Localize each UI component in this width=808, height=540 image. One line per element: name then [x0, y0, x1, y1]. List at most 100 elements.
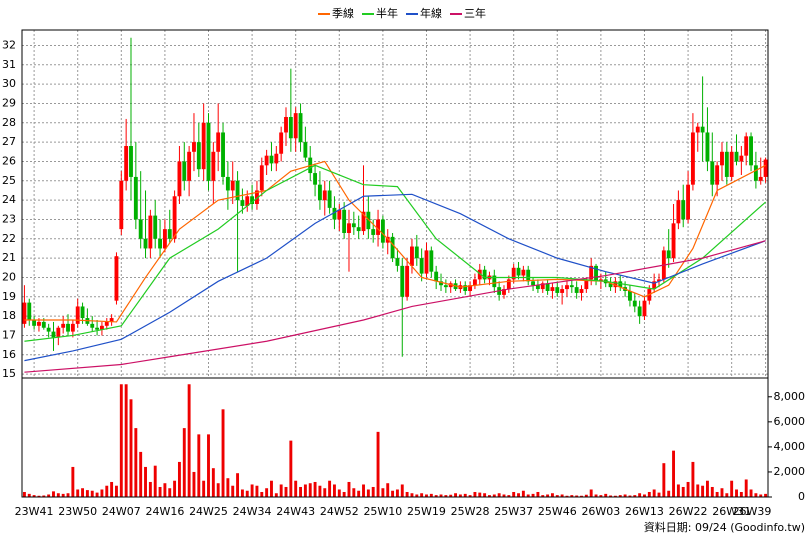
volume-bar: [27, 493, 31, 497]
volume-bar: [182, 428, 186, 497]
candle-body: [250, 196, 255, 204]
volume-bar: [260, 491, 264, 497]
candle-body: [153, 215, 158, 239]
candle-body: [506, 279, 511, 290]
candle-body: [313, 173, 318, 185]
candle-body: [46, 327, 51, 332]
volume-bar: [613, 495, 617, 497]
volume-bar: [604, 493, 608, 497]
volume-bar: [546, 494, 550, 497]
candle-body: [133, 176, 138, 220]
legend-label: 季線: [332, 6, 354, 20]
volume-bar: [32, 495, 36, 497]
volume-bar: [589, 489, 593, 497]
volume-bar: [580, 495, 583, 497]
volume-bar: [177, 461, 181, 497]
volume-bar: [134, 428, 138, 497]
volume-bar: [119, 384, 123, 497]
candle-body: [720, 151, 724, 166]
volume-bar: [468, 495, 472, 497]
candle-body: [332, 207, 337, 220]
volume-bar: [696, 484, 700, 497]
y-tick-label: 21: [2, 251, 16, 264]
volume-bar: [284, 486, 288, 497]
volume-bar: [100, 489, 104, 497]
candle-body: [99, 325, 104, 330]
volume-bar: [197, 434, 201, 497]
volume-bar: [139, 451, 143, 497]
volume-bar: [192, 471, 196, 497]
candle-body: [463, 285, 468, 291]
volume-bar: [362, 484, 365, 497]
candle-body: [245, 196, 250, 206]
y-tick-label: 18: [2, 309, 16, 322]
volume-bar: [526, 494, 530, 497]
candle-body: [279, 132, 284, 154]
candle-body: [690, 132, 695, 185]
y-tick-label: 17: [2, 328, 16, 341]
candle-body: [129, 146, 133, 177]
candle-body: [472, 279, 477, 286]
candle-body: [327, 190, 332, 208]
volume-bar: [226, 478, 230, 497]
volume-bar: [725, 493, 729, 497]
volume-bar: [686, 481, 690, 497]
volume-bar: [294, 480, 298, 497]
candle-body: [138, 219, 143, 239]
volume-bar: [439, 494, 443, 497]
y-tick-label: 26: [2, 154, 16, 167]
volume-bar: [47, 494, 51, 497]
candle-body: [579, 289, 584, 293]
y-tick-label: 15: [2, 367, 16, 380]
candle-body: [482, 269, 487, 280]
volume-bar: [759, 494, 763, 497]
y-tick-label: 16: [2, 348, 16, 361]
volume-bar: [231, 485, 235, 497]
candle-body: [371, 229, 376, 235]
volume-bar: [444, 495, 448, 497]
volume-bar: [158, 486, 162, 497]
volume-bar: [357, 490, 361, 497]
candle-body: [400, 265, 405, 297]
candle-body: [613, 281, 618, 288]
x-tick-label: 25W46: [538, 505, 577, 518]
x-tick-label: 23W50: [58, 505, 97, 518]
candle-body: [167, 229, 172, 239]
candle-body: [376, 219, 380, 235]
x-tick-label: 25W28: [451, 505, 490, 518]
volume-bar: [163, 483, 167, 497]
volume-bar: [676, 484, 680, 497]
legend-label: 年線: [420, 6, 442, 20]
candle-body: [434, 271, 439, 282]
y2-tick-label: 8,000: [774, 390, 806, 403]
candle-body: [390, 236, 395, 259]
volume-bar: [279, 484, 283, 497]
volume-bar: [652, 489, 656, 497]
candle-body: [322, 190, 327, 201]
ma-line: [24, 193, 766, 362]
volume-bar: [657, 492, 661, 497]
volume-bar: [250, 484, 254, 497]
x-tick-label: 25W10: [363, 505, 402, 518]
candle-body: [37, 321, 41, 326]
volume-bar: [594, 494, 598, 497]
candle-body: [521, 269, 526, 276]
candle-body: [477, 269, 482, 280]
candle-body: [724, 151, 729, 177]
x-tick-label: 26W39: [733, 505, 772, 518]
candle-body: [187, 151, 192, 181]
volume-bar: [265, 488, 269, 497]
volume-bar: [148, 481, 152, 497]
volume-bar: [454, 493, 458, 497]
candle-body: [56, 327, 61, 338]
ma-line: [24, 160, 766, 323]
candle-body: [516, 267, 521, 276]
volume-bar: [95, 492, 99, 497]
volume-bar: [623, 494, 627, 497]
candle-body: [695, 126, 700, 133]
candle-body: [535, 285, 540, 290]
y-tick-label: 31: [2, 58, 16, 71]
candle-body: [758, 176, 763, 181]
x-tick-label: 25W19: [407, 505, 446, 518]
